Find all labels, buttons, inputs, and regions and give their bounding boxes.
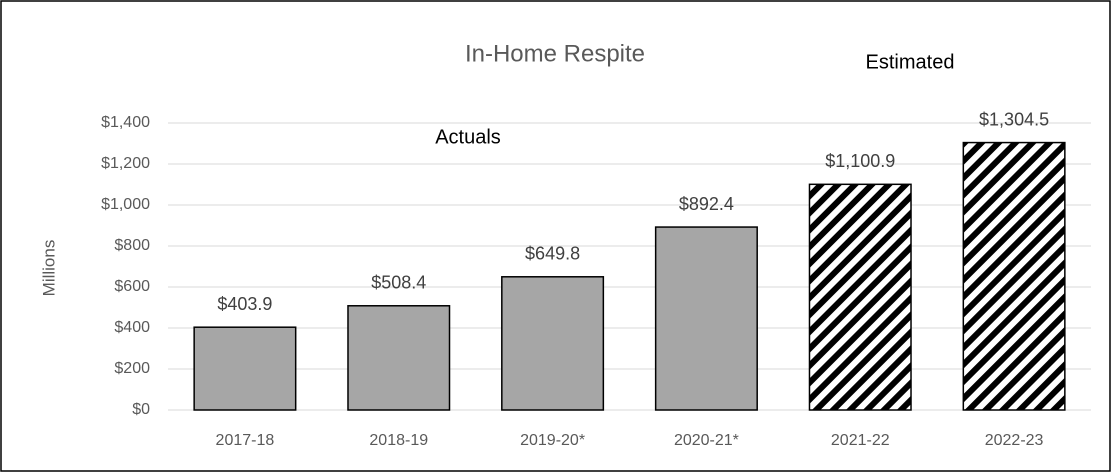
x-tick-label: 2017-18 (216, 432, 275, 449)
data-label: $508.4 (371, 273, 426, 293)
x-tick-label: 2021-22 (831, 432, 890, 449)
y-tick-label: $600 (114, 278, 150, 295)
x-tick-label: 2018-19 (369, 432, 428, 449)
annotation: Actuals (435, 126, 501, 148)
y-tick-label: $1,200 (101, 155, 150, 172)
y-tick-label: $1,000 (101, 196, 150, 213)
chart-title: In-Home Respite (465, 40, 645, 67)
y-tick-label: $200 (114, 360, 150, 377)
x-tick-label: 2019-20* (520, 432, 585, 449)
y-tick-label: $400 (114, 319, 150, 336)
y-tick-label: $0 (132, 401, 150, 418)
bar (808, 183, 912, 411)
bar (501, 276, 605, 411)
bar (962, 141, 1066, 411)
data-label: $892.4 (679, 194, 734, 214)
annotation: Estimated (866, 51, 955, 73)
bar (347, 305, 451, 411)
data-label: $649.8 (525, 244, 580, 264)
bar (654, 226, 758, 411)
data-label: $1,100.9 (825, 151, 895, 171)
y-tick-label: $800 (114, 237, 150, 254)
y-tick-label: $1,400 (101, 114, 150, 131)
data-label: $1,304.5 (979, 109, 1049, 129)
x-tick-label: 2022-23 (985, 432, 1044, 449)
y-axis-label: Millions (39, 240, 58, 297)
data-label: $403.9 (217, 294, 272, 314)
x-tick-label: 2020-21* (674, 432, 739, 449)
bar (193, 326, 297, 411)
